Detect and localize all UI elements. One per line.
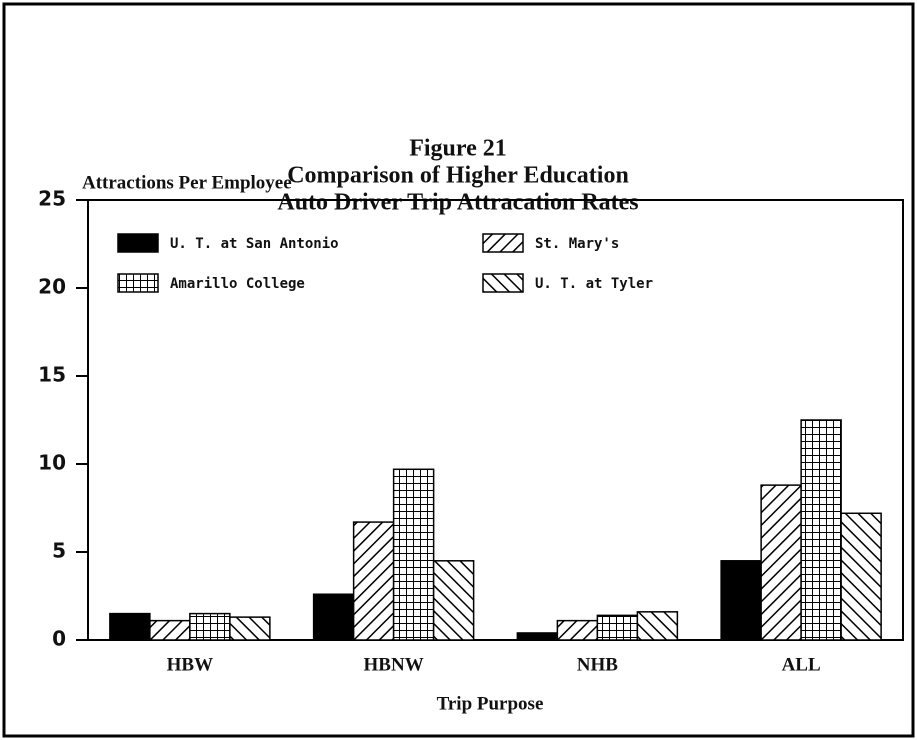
x-tick-label: HBW — [167, 654, 213, 675]
legend-swatch — [117, 273, 159, 293]
legend-label: Amarillo College — [170, 276, 305, 292]
y-tick-label: 5 — [52, 539, 66, 563]
bar — [189, 612, 231, 641]
bar — [516, 632, 559, 641]
bar — [596, 614, 639, 641]
y-axis-label: Attractions Per Employee — [82, 172, 292, 193]
bar — [636, 611, 679, 641]
y-tick-label: 0 — [52, 627, 66, 651]
x-tick-label: NHB — [577, 654, 619, 675]
legend-label: U. T. at Tyler — [535, 276, 653, 292]
legend-label: U. T. at San Antonio — [170, 236, 339, 252]
bar — [800, 419, 842, 641]
legend-swatch — [482, 273, 524, 293]
bar — [149, 619, 191, 641]
bar — [392, 468, 435, 641]
y-tick-label: 10 — [38, 451, 66, 475]
bar — [556, 619, 599, 641]
legend-swatch — [117, 233, 159, 253]
bar — [312, 593, 355, 641]
x-tick-label: ALL — [782, 654, 821, 675]
bar — [109, 612, 151, 641]
bar — [432, 560, 475, 641]
chart-title: Comparison of Higher Education — [287, 163, 629, 189]
chart-title: Auto Driver Trip Attracation Rates — [277, 190, 638, 216]
bar — [760, 484, 802, 641]
x-axis-label: Trip Purpose — [437, 693, 544, 714]
bar — [229, 616, 271, 641]
legend-label: St. Mary's — [535, 236, 619, 252]
y-tick-label: 25 — [38, 187, 66, 211]
bar — [352, 521, 395, 641]
plot-area — [87, 199, 904, 641]
bar — [840, 512, 882, 641]
y-tick-label: 15 — [38, 363, 66, 387]
legend-swatch — [482, 233, 524, 253]
chart-title: Figure 21 — [409, 136, 507, 162]
bar — [720, 560, 762, 641]
x-tick-label: HBNW — [364, 654, 424, 675]
y-tick-label: 20 — [38, 275, 66, 299]
